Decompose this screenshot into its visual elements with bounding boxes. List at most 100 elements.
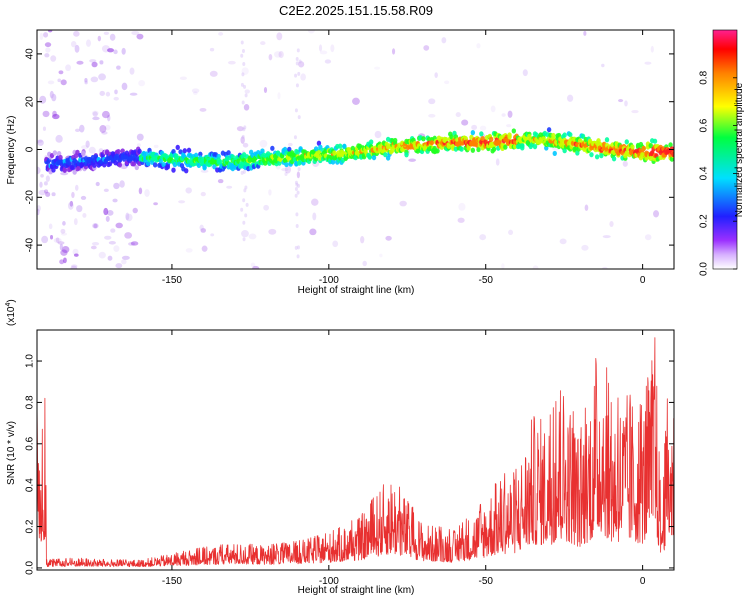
heat-cell bbox=[263, 204, 270, 211]
heat-cell bbox=[121, 255, 130, 260]
heat-cell bbox=[84, 78, 88, 83]
heat-cell bbox=[575, 150, 580, 156]
heat-cell bbox=[92, 111, 98, 117]
heat-cell bbox=[85, 140, 90, 148]
heat-cell bbox=[113, 245, 120, 252]
heat-cell bbox=[76, 60, 84, 65]
spectrogram-panel: -150 -100 -50 0 -40 -20 0 20 40 Height of strai… bbox=[6, 29, 675, 296]
heat-cell bbox=[240, 40, 244, 45]
colorbar-label: Normalized spectral amplitude bbox=[734, 82, 745, 217]
heat-cell bbox=[42, 126, 47, 131]
heat-cell bbox=[37, 139, 44, 146]
y-tick-label: 0.8 bbox=[25, 395, 36, 409]
heat-cell bbox=[568, 132, 573, 138]
heat-cell bbox=[121, 259, 127, 265]
heat-cell bbox=[129, 67, 135, 75]
heat-cell bbox=[241, 48, 245, 53]
heat-cell bbox=[60, 79, 67, 86]
heat-cell bbox=[45, 175, 50, 182]
snr-panel: -150 -100 -50 0 0.0 0.2 0.4 0.6 0.8 1.0 Height o… bbox=[5, 299, 675, 596]
heat-cell bbox=[199, 107, 207, 112]
heat-cell bbox=[297, 167, 301, 172]
heat-cell bbox=[152, 162, 158, 168]
heat-cell bbox=[103, 188, 109, 193]
heat-cell bbox=[80, 195, 87, 200]
heat-cell bbox=[41, 235, 49, 244]
snr-y-multiplier-exp: 4 bbox=[5, 303, 12, 307]
heat-cell bbox=[182, 148, 187, 154]
heat-cell bbox=[546, 127, 552, 133]
snr-series-line bbox=[37, 337, 674, 568]
heat-cell bbox=[39, 181, 43, 188]
heat-cell bbox=[40, 173, 44, 178]
heat-cell bbox=[92, 223, 99, 229]
heat-cell bbox=[38, 189, 47, 196]
y-tick-label: 0 bbox=[25, 146, 36, 152]
heat-cell bbox=[99, 60, 104, 65]
heat-cell bbox=[76, 205, 83, 213]
heat-cell bbox=[43, 32, 49, 38]
heat-cell bbox=[444, 80, 450, 85]
heat-cell bbox=[124, 232, 133, 239]
heat-cell bbox=[278, 50, 284, 59]
heat-cell bbox=[105, 215, 110, 222]
heat-cell bbox=[470, 147, 476, 153]
snr-frame bbox=[36, 329, 675, 571]
heat-cell bbox=[84, 80, 88, 85]
heat-cell bbox=[68, 201, 74, 210]
heat-cell bbox=[374, 66, 381, 70]
heat-cell bbox=[58, 154, 63, 161]
heat-cell bbox=[602, 266, 608, 269]
heat-cell bbox=[293, 135, 297, 140]
heat-cell bbox=[113, 96, 119, 101]
heat-cell bbox=[312, 212, 317, 221]
heat-cell bbox=[128, 242, 135, 246]
heat-cell bbox=[342, 143, 347, 149]
heat-cell bbox=[594, 154, 600, 160]
heat-cell bbox=[60, 172, 69, 176]
heat-cell bbox=[241, 67, 249, 75]
heat-cell bbox=[243, 84, 247, 89]
heat-cell bbox=[428, 98, 436, 105]
heat-cell bbox=[491, 146, 497, 152]
heat-cell bbox=[360, 236, 365, 244]
heat-cell bbox=[90, 245, 97, 250]
heat-cell bbox=[295, 212, 299, 217]
heat-cell bbox=[218, 32, 224, 36]
heat-cell bbox=[507, 134, 512, 140]
heat-cell bbox=[91, 110, 99, 116]
heat-cell bbox=[240, 136, 245, 144]
heat-cell bbox=[136, 33, 144, 40]
snr-y-multiplier-base: (x10 bbox=[6, 306, 17, 326]
heat-cell bbox=[435, 148, 440, 154]
heat-cell bbox=[52, 113, 60, 120]
heat-cell bbox=[618, 99, 624, 103]
heat-cell bbox=[260, 148, 265, 154]
heat-cell bbox=[624, 139, 629, 145]
heat-cell bbox=[368, 139, 374, 145]
heat-cell bbox=[112, 198, 118, 203]
heat-cell bbox=[153, 202, 158, 206]
heat-cell bbox=[611, 156, 617, 162]
heat-cell bbox=[650, 45, 654, 53]
heat-cell bbox=[284, 161, 289, 168]
heat-cell bbox=[115, 263, 123, 269]
heat-cell bbox=[88, 146, 96, 154]
heat-cell bbox=[93, 223, 98, 229]
heat-cell bbox=[501, 263, 505, 269]
heat-cell bbox=[624, 100, 628, 107]
heat-cell bbox=[103, 31, 110, 36]
heat-cell bbox=[295, 224, 299, 229]
heat-cell bbox=[44, 53, 50, 58]
heat-cell bbox=[193, 152, 199, 158]
colorbar-tick-label: 0.0 bbox=[699, 262, 710, 276]
heat-cell bbox=[58, 70, 64, 75]
heat-cell bbox=[602, 235, 611, 239]
heat-cell bbox=[101, 110, 110, 119]
heat-cell bbox=[75, 184, 79, 191]
chart-title: C2E2.2025.151.15.58.R09 bbox=[279, 3, 433, 18]
heat-cell bbox=[74, 44, 80, 53]
heat-cell bbox=[581, 244, 589, 251]
heat-cell bbox=[552, 150, 557, 157]
